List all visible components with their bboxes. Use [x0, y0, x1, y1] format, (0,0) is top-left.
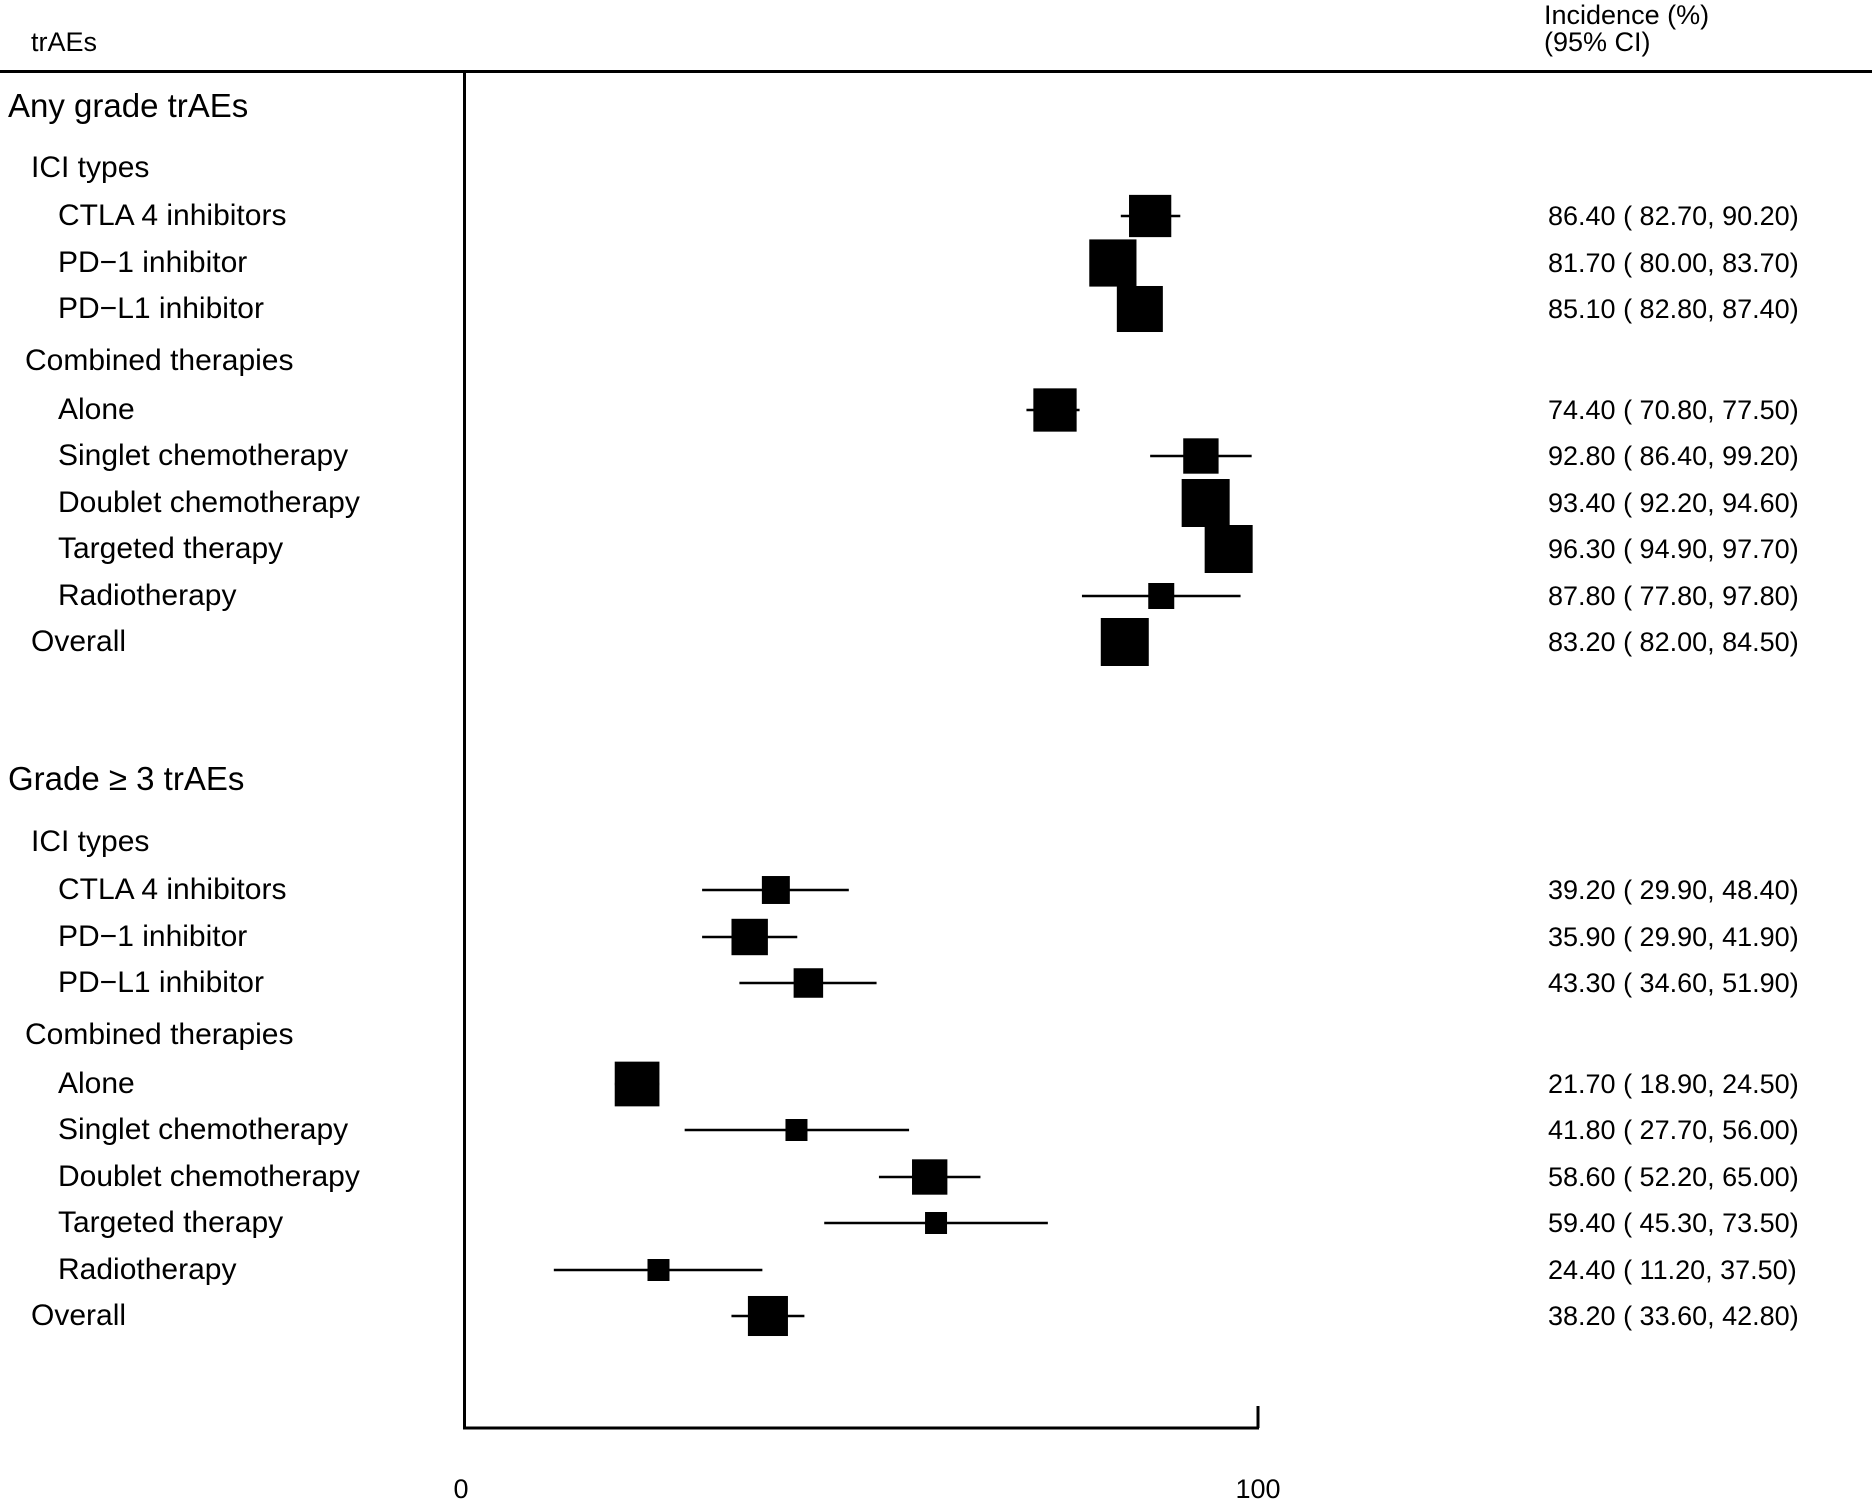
- header-rule: [0, 70, 1872, 73]
- estimate-ci-text: 74.40 ( 70.80, 77.50): [1548, 395, 1799, 425]
- estimate-ci-text: 58.60 ( 52.20, 65.00): [1548, 1162, 1799, 1192]
- estimate-marker: [1100, 618, 1149, 666]
- section-title: Any grade trAEs: [8, 87, 249, 124]
- column-header-ci: (95% CI): [1544, 27, 1651, 57]
- estimate-ci-text: 43.30 ( 34.60, 51.90): [1548, 968, 1799, 998]
- estimate-marker: [614, 1061, 660, 1107]
- row-label: Radiotherapy: [58, 1253, 237, 1286]
- estimate-ci-text: 59.40 ( 45.30, 73.50): [1548, 1208, 1799, 1238]
- estimate-ci-text: 81.70 ( 80.00, 83.70): [1548, 248, 1799, 278]
- estimate-marker: [1129, 194, 1172, 238]
- estimate-marker: [1181, 479, 1230, 527]
- row-label: CTLA 4 inhibitors: [58, 873, 287, 906]
- row-label: PD−1 inhibitor: [58, 246, 248, 279]
- estimate-marker: [1204, 525, 1253, 573]
- estimate-marker: [747, 1295, 788, 1337]
- estimate-ci-text: 38.20 ( 33.60, 42.80): [1548, 1301, 1799, 1331]
- row-label: Alone: [58, 1067, 135, 1100]
- x-tick-label: 100: [1235, 1474, 1280, 1504]
- estimate-marker: [912, 1159, 948, 1195]
- estimate-ci-text: 85.10 ( 82.80, 87.40): [1548, 294, 1799, 324]
- estimate-marker: [785, 1119, 808, 1141]
- row-label: PD−L1 inhibitor: [58, 966, 264, 999]
- column-header-incidence: Incidence (%): [1544, 0, 1710, 30]
- column-header-traes: trAEs: [31, 27, 98, 57]
- estimate-marker: [1183, 438, 1219, 474]
- row-label: Alone: [58, 393, 135, 426]
- estimate-ci-text: 24.40 ( 11.20, 37.50): [1548, 1255, 1797, 1285]
- estimate-marker: [761, 876, 790, 904]
- row-label: Singlet chemotherapy: [58, 439, 349, 472]
- estimate-marker: [1033, 388, 1077, 432]
- subgroup-title: Combined therapies: [25, 344, 294, 377]
- estimate-marker: [793, 968, 824, 998]
- estimate-ci-text: 41.80 ( 27.70, 56.00): [1548, 1115, 1799, 1145]
- subgroup-title: ICI types: [31, 825, 150, 858]
- estimate-ci-text: 86.40 ( 82.70, 90.20): [1548, 201, 1799, 231]
- estimate-ci-text: 96.30 ( 94.90, 97.70): [1548, 534, 1799, 564]
- x-tick-label: 0: [453, 1474, 468, 1504]
- section-title: Grade ≥ 3 trAEs: [8, 760, 245, 797]
- subgroup-title: ICI types: [31, 151, 150, 184]
- estimate-ci-text: 92.80 ( 86.40, 99.20): [1548, 441, 1799, 471]
- row-label: Singlet chemotherapy: [58, 1113, 349, 1146]
- estimate-marker: [1148, 583, 1175, 609]
- row-label: Doublet chemotherapy: [58, 1160, 360, 1193]
- estimate-marker: [1116, 285, 1163, 333]
- row-label: Doublet chemotherapy: [58, 486, 360, 519]
- estimate-ci-text: 35.90 ( 29.90, 41.90): [1548, 922, 1799, 952]
- estimate-marker: [731, 918, 768, 956]
- estimate-ci-text: 87.80 ( 77.80, 97.80): [1548, 581, 1799, 611]
- estimate-ci-text: 39.20 ( 29.90, 48.40): [1548, 875, 1799, 905]
- subgroup-title: Combined therapies: [25, 1018, 294, 1051]
- estimate-ci-text: 21.70 ( 18.90, 24.50): [1548, 1069, 1799, 1099]
- row-label: Targeted therapy: [58, 532, 284, 565]
- row-label: Targeted therapy: [58, 1206, 284, 1239]
- estimate-ci-text: 93.40 ( 92.20, 94.60): [1548, 488, 1799, 518]
- row-label: Radiotherapy: [58, 579, 237, 612]
- estimate-ci-text: 83.20 ( 82.00, 84.50): [1548, 627, 1799, 657]
- y-axis-line: [463, 71, 466, 1429]
- overall-label: Overall: [31, 1299, 127, 1332]
- estimate-marker: [925, 1212, 948, 1234]
- row-label: PD−L1 inhibitor: [58, 292, 264, 325]
- estimate-marker: [1089, 239, 1137, 287]
- estimate-marker: [647, 1259, 670, 1281]
- overall-label: Overall: [31, 625, 127, 658]
- row-label: CTLA 4 inhibitors: [58, 199, 287, 232]
- row-label: PD−1 inhibitor: [58, 920, 248, 953]
